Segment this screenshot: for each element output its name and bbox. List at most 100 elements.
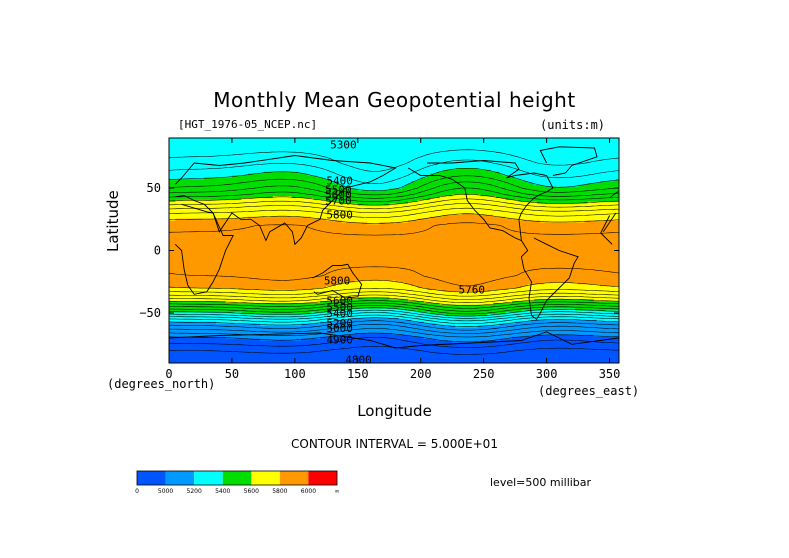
band-cell [238, 297, 242, 300]
band-cell [250, 271, 255, 274]
band-cell [206, 346, 211, 349]
band-cell [178, 166, 183, 169]
band-cell [222, 310, 227, 313]
band-cell [225, 151, 230, 154]
band-cell [209, 237, 214, 240]
band-cell [191, 304, 195, 308]
band-cell [247, 254, 252, 257]
band-cell [219, 312, 224, 315]
band-cell [191, 233, 195, 237]
band-cell [181, 201, 186, 205]
band-cell [216, 139, 220, 143]
band-cell [231, 258, 236, 261]
band-cell [250, 220, 255, 223]
band-cell [206, 224, 211, 227]
band-cell [235, 181, 239, 184]
band-cell [197, 273, 202, 276]
band-cell [231, 145, 236, 148]
band-cell [178, 273, 183, 276]
band-cell [244, 333, 249, 336]
band-cell [203, 273, 208, 276]
band-cell [172, 254, 176, 257]
band-cell [175, 229, 180, 233]
band-cell [172, 293, 176, 297]
band-cell [235, 184, 239, 188]
band-cell [250, 139, 255, 143]
band-cell [219, 301, 224, 304]
band-cell [247, 222, 252, 225]
band-cell [219, 141, 224, 145]
band-cell [206, 351, 211, 355]
band-cell [209, 179, 214, 182]
band-cell [231, 344, 236, 347]
band-cell [184, 258, 189, 261]
band-cell [222, 145, 227, 148]
band-cell [200, 278, 205, 282]
band-cell [172, 220, 176, 223]
band-cell [187, 306, 192, 310]
band-cell [213, 319, 217, 323]
band-cell [172, 239, 176, 242]
band-cell [219, 143, 224, 147]
band-cell [172, 338, 176, 342]
band-cell [203, 228, 208, 231]
band-cell [184, 153, 189, 156]
band-cell [241, 329, 246, 332]
band-cell [209, 254, 214, 257]
band-cell [203, 306, 208, 310]
band-cell [238, 274, 242, 278]
band-cell [244, 259, 249, 263]
band-cell [235, 334, 239, 338]
band-cell [216, 269, 220, 272]
band-cell [206, 168, 211, 171]
band-cell [172, 325, 176, 328]
band-cell [191, 256, 195, 259]
band-cell [206, 331, 211, 334]
band-cell [209, 333, 214, 336]
band-cell [213, 138, 217, 141]
band-cell [175, 293, 180, 297]
band-cell [235, 299, 239, 302]
band-cell [175, 139, 180, 143]
band-cell [219, 295, 224, 298]
band-cell [181, 338, 186, 342]
band-cell [241, 194, 246, 197]
band-cell [191, 224, 195, 227]
band-cell [203, 357, 208, 360]
band-cell [231, 346, 236, 349]
band-cell [213, 243, 217, 246]
band-cell [244, 263, 249, 267]
band-cell [235, 278, 239, 282]
band-cell [200, 241, 205, 244]
band-cell [178, 254, 183, 257]
band-cell [172, 303, 176, 306]
band-cell [222, 173, 227, 177]
band-cell [222, 333, 227, 336]
band-cell [172, 331, 176, 334]
band-cell [181, 312, 186, 315]
band-cell [244, 340, 249, 343]
band-cell [213, 226, 217, 229]
band-cell [169, 179, 173, 182]
band-cell [225, 319, 230, 323]
band-cell [169, 340, 173, 343]
band-cell [194, 295, 198, 298]
band-cell [241, 303, 246, 306]
band-cell [184, 304, 189, 308]
band-cell [181, 327, 186, 330]
band-cell [181, 186, 186, 190]
band-cell [250, 169, 255, 173]
band-cell [184, 169, 189, 173]
band-cell [172, 216, 176, 220]
band-cell [184, 147, 189, 150]
band-cell [216, 151, 220, 154]
band-cell [231, 214, 236, 218]
band-cell [209, 361, 214, 363]
band-cell [178, 169, 183, 173]
band-cell [194, 338, 198, 342]
band-cell [231, 254, 236, 257]
band-cell [203, 323, 208, 327]
band-cell [197, 263, 202, 267]
band-cell [244, 351, 249, 355]
band-cell [241, 258, 246, 261]
